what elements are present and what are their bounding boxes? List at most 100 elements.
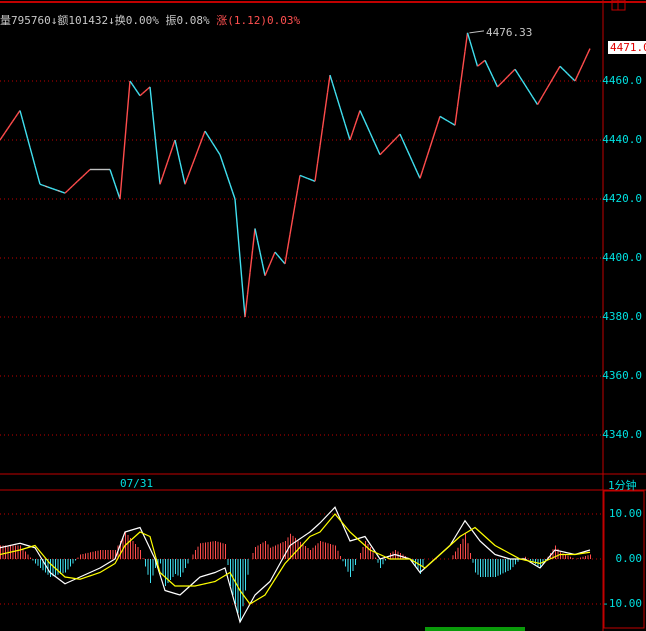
price-segment (576, 69, 581, 76)
price-segment (206, 134, 211, 140)
price-segment (344, 123, 349, 133)
price-tick: 4360.0 (602, 369, 642, 382)
price-segment (491, 75, 496, 82)
price-segment (497, 83, 501, 88)
price-segment (199, 137, 204, 145)
price-segment (0, 135, 4, 141)
price-tick: 4400.0 (602, 251, 642, 264)
price-segment (379, 151, 384, 156)
price-segment (246, 272, 251, 295)
price-segment (244, 294, 249, 318)
price-segment (419, 170, 424, 179)
price-segment (466, 32, 471, 42)
price-segment (74, 180, 78, 185)
dif-line (0, 506, 591, 624)
price-segment (72, 183, 76, 187)
price-segment (581, 59, 586, 66)
price-segment (52, 188, 56, 191)
price-segment (574, 75, 579, 82)
price-segment (261, 263, 266, 276)
price-segment (191, 157, 196, 165)
price-segment (159, 176, 164, 185)
price-segment (201, 130, 206, 139)
price-segment (57, 189, 61, 192)
price-segment (376, 148, 381, 156)
price-segment (276, 254, 281, 259)
price-segment (136, 91, 141, 97)
price-segment (361, 115, 366, 122)
price-segment (142, 90, 146, 95)
price-segment (541, 91, 546, 97)
price-segment (369, 132, 374, 139)
price-segment (251, 228, 256, 251)
volume: 量795760↓ (0, 14, 58, 27)
price-segment (249, 250, 254, 273)
price-segment (551, 74, 556, 80)
price-segment (154, 135, 159, 160)
price-segment (69, 185, 73, 189)
price-segment (474, 57, 479, 67)
price-segment (156, 159, 161, 185)
price-segment (59, 190, 63, 193)
price-segment (269, 257, 274, 265)
price-segment (431, 131, 436, 140)
price-segment (179, 161, 184, 174)
price-segment (339, 107, 344, 116)
macd-tick: 10.00 (608, 507, 642, 520)
price-segment (544, 87, 549, 93)
price-segment (366, 126, 371, 133)
price-segment (456, 88, 461, 107)
price-segment (114, 184, 119, 192)
price-segment (356, 110, 361, 119)
price-segment (329, 74, 334, 84)
price-segment (404, 144, 409, 151)
price-segment (239, 257, 244, 288)
price-segment (19, 110, 24, 120)
price-segment (326, 75, 331, 93)
price-segment (477, 63, 481, 67)
price-segment (1, 132, 6, 137)
price-segment (521, 80, 526, 86)
price-segment (381, 149, 386, 153)
price-segment (394, 136, 399, 140)
price-segment (434, 123, 439, 133)
price-segment (562, 68, 566, 72)
price-segment (459, 69, 464, 89)
change: 涨(1.12)0.03% (216, 14, 301, 27)
price-segment (131, 84, 136, 89)
price-segment (256, 240, 261, 253)
price-segment (119, 169, 124, 200)
price-segment (484, 60, 489, 66)
price-segment (371, 137, 376, 144)
price-segment (399, 133, 404, 140)
dea-line (0, 513, 591, 605)
price-segment (121, 139, 126, 170)
info-bar: 量795760↓额101432↓换0.00% 振0.08% 涨(1.12)0.0… (0, 12, 300, 28)
price-segment (151, 111, 156, 136)
price-segment (169, 147, 174, 155)
price-segment (447, 120, 451, 123)
price-segment (231, 191, 236, 200)
price-segment (181, 173, 186, 185)
price-segment (529, 92, 534, 98)
price-segment (21, 119, 26, 130)
price-segment (234, 198, 239, 229)
price-segment (586, 48, 591, 55)
price-segment (254, 228, 259, 241)
period-selector[interactable]: 1分钟 (608, 479, 637, 492)
price-segment (409, 155, 414, 163)
price-segment (494, 81, 499, 88)
price-segment (516, 72, 521, 78)
turnover: 换0.00% (114, 14, 159, 27)
price-segment (359, 110, 364, 117)
price-segment (42, 184, 46, 187)
price-segment (219, 154, 224, 163)
price-segment (536, 99, 541, 105)
price-segment (489, 70, 494, 77)
price-segment (414, 166, 419, 174)
price-segment (334, 91, 339, 100)
price-segment (229, 184, 234, 192)
scroll-bar[interactable] (425, 627, 525, 631)
price-segment (216, 150, 221, 156)
